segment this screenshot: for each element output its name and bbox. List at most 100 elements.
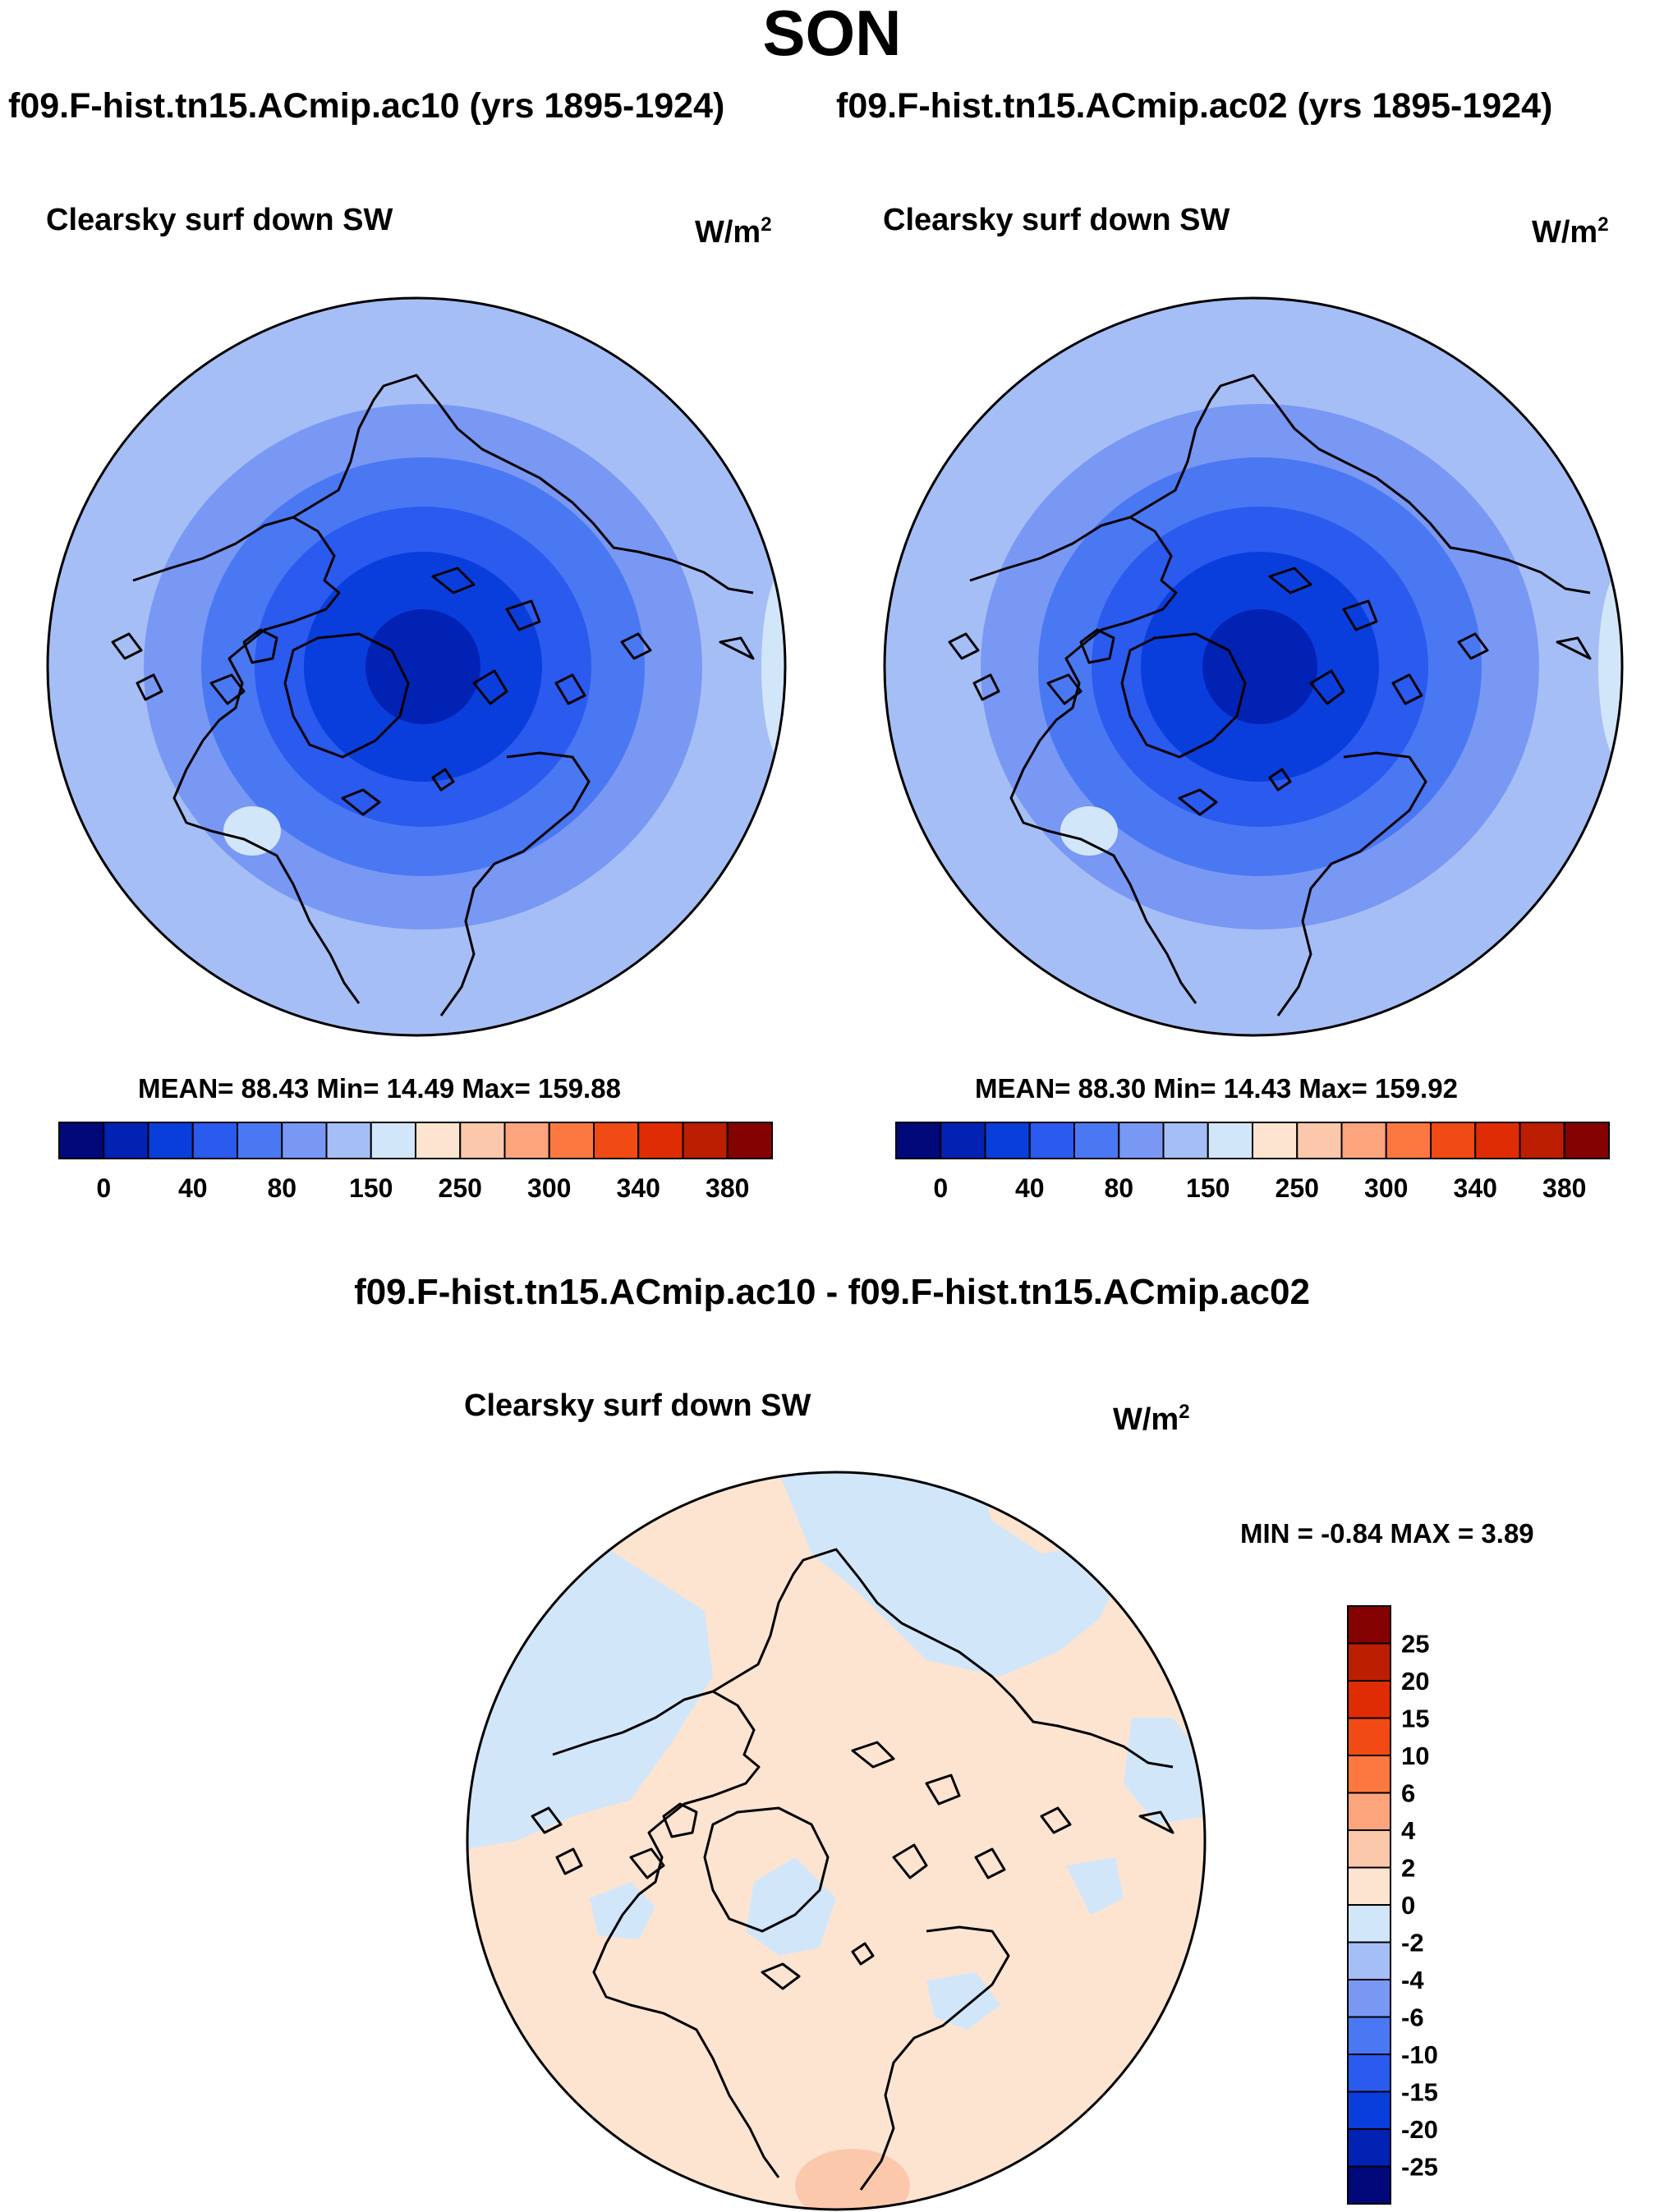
diff-coastline-11 <box>974 1847 1006 1879</box>
right-coastline-10 <box>972 673 1000 701</box>
right-colorbar-box-1 <box>940 1122 986 1159</box>
left-colorbar-box-11 <box>548 1122 595 1159</box>
left-coastline-11 <box>554 673 586 705</box>
left-coastline-13 <box>431 768 455 792</box>
diff-colorbar-box-14 <box>1347 2128 1391 2168</box>
diff-coastline-6 <box>851 1741 895 1769</box>
right-coastline-12 <box>1178 788 1218 816</box>
diff-colorbar-tick-label: 25 <box>1401 1630 1429 1659</box>
right-coastline-11 <box>1391 673 1423 705</box>
diff-coastline-4 <box>662 1802 698 1838</box>
left-map-border <box>46 296 787 1037</box>
left-coastline-4 <box>242 628 278 664</box>
right-colorbar-box-14 <box>1519 1122 1565 1159</box>
left-colorbar-box-9 <box>459 1122 506 1159</box>
diff-colorbar-box-1 <box>1347 1642 1391 1682</box>
diff-negative-region-6 <box>1066 1857 1124 1915</box>
right-colorbar-box-3 <box>1028 1122 1075 1159</box>
diff-panel-units: W/m2 <box>1113 1401 1190 1437</box>
diff-coastline-13 <box>851 1942 875 1966</box>
diff-colorbar-box-0 <box>1347 1605 1391 1645</box>
right-colorbar-box-5 <box>1118 1122 1165 1159</box>
diff-coastline-7 <box>892 1843 928 1879</box>
right-coastline-6 <box>1268 567 1312 594</box>
right-coastline-1 <box>1129 374 1591 594</box>
main-title: SON <box>762 0 902 69</box>
right-coastline-13 <box>1268 768 1292 792</box>
right-coastline-5 <box>1046 673 1083 705</box>
diff-colorbar-tick-label: 20 <box>1401 1667 1429 1696</box>
right-band-20-40 <box>1202 609 1317 724</box>
diff-colorbar-box-12 <box>1347 2054 1391 2093</box>
left-colorbar-tick-label: 80 <box>267 1173 296 1203</box>
left-colorbar-box-6 <box>325 1122 372 1159</box>
left-colorbar-tick-label: 250 <box>439 1173 482 1203</box>
right-coastline-4 <box>1079 628 1115 664</box>
right-coastline-3 <box>1120 632 1247 759</box>
diff-colorbar-tick-label: 6 <box>1401 1779 1415 1808</box>
diff-colorbar-tick-label: 4 <box>1401 1816 1416 1845</box>
diff-colorbar-tick-label: 0 <box>1401 1891 1415 1920</box>
right-band-200-250 <box>1598 568 1622 765</box>
diff-negative-region-3 <box>746 1857 836 1956</box>
left-band-20-40 <box>365 609 480 724</box>
left-colorbar-tick-label: 380 <box>706 1173 749 1203</box>
left-coastline-0 <box>132 516 361 1004</box>
diff-negative-region-5 <box>590 1882 655 1939</box>
right-coastline-2 <box>1276 751 1427 1017</box>
left-coastline-14 <box>620 632 652 660</box>
diff-coastline-0 <box>552 1690 780 2178</box>
left-band-200-250 <box>761 568 785 765</box>
right-band-light-blob <box>1060 806 1118 856</box>
diff-coastline-12 <box>761 1962 801 1990</box>
difference-title: f09.F-hist.tn15.ACmip.ac10 - f09.F-hist.… <box>354 1272 1310 1312</box>
right-coastline-0 <box>969 516 1197 1004</box>
diff-colorbar-box-2 <box>1347 1680 1391 1719</box>
diff-coastline-14 <box>1040 1806 1072 1834</box>
right-colorbar-box-13 <box>1474 1122 1521 1159</box>
left-contour-fill <box>48 298 785 1035</box>
left-band-light-blob <box>223 806 281 856</box>
left-colorbar-box-0 <box>58 1122 105 1159</box>
left-colorbar-box-13 <box>637 1122 684 1159</box>
diff-coastline-15 <box>1138 1810 1174 1834</box>
left-coastline-2 <box>439 751 591 1017</box>
right-coastline-14 <box>1457 632 1489 660</box>
right-colorbar-tick-label: 380 <box>1542 1173 1586 1203</box>
diff-coastline-1 <box>712 1548 1174 1769</box>
right-colorbar-tick-label: 340 <box>1454 1173 1497 1203</box>
left-panel-title: Clearsky surf down SW <box>46 203 393 237</box>
diff-colorbar-box-8 <box>1347 1904 1391 1944</box>
diff-negative-region-1 <box>779 1472 1124 1677</box>
diff-coastline-9 <box>531 1806 563 1834</box>
left-colorbar-box-10 <box>503 1122 550 1159</box>
left-stats: MEAN= 88.43 Min= 14.49 Max= 159.88 <box>138 1073 621 1104</box>
diff-negative-region-4 <box>926 1972 1000 2030</box>
diff-contour-fill <box>467 1472 1205 2210</box>
right-colorbar-box-12 <box>1430 1122 1477 1159</box>
right-polar-map <box>883 296 1624 1037</box>
diff-colorbar-tick-label: -4 <box>1401 1966 1424 1994</box>
diff-colorbar-tick-label: -20 <box>1401 2115 1438 2144</box>
left-coastline-12 <box>341 788 381 816</box>
diff-colorbar-box-15 <box>1347 2165 1391 2205</box>
right-colorbar-tick-label: 250 <box>1276 1173 1319 1203</box>
right-stats: MEAN= 88.30 Min= 14.43 Max= 159.92 <box>975 1073 1458 1104</box>
diff-colorbar-box-10 <box>1347 1979 1391 2018</box>
left-colorbar-box-1 <box>103 1122 149 1159</box>
diff-coastline-10 <box>555 1847 583 1875</box>
case-name-left: f09.F-hist.tn15.ACmip.ac10 (yrs 1895-192… <box>8 86 725 126</box>
right-colorbar-box-9 <box>1296 1122 1343 1159</box>
diff-colorbar-tick-label: -10 <box>1401 2040 1438 2069</box>
right-colorbar: 0 40 80 150 250 300 340 380 <box>895 1122 1610 1203</box>
right-colorbar-box-11 <box>1385 1122 1432 1159</box>
left-coastline-15 <box>719 636 755 660</box>
right-colorbar-box-8 <box>1252 1122 1299 1159</box>
right-colorbar-tick-label: 300 <box>1364 1173 1408 1203</box>
right-colorbar-box-15 <box>1563 1122 1610 1159</box>
diff-coastline-2 <box>859 1925 1010 2191</box>
right-colorbar-box-6 <box>1162 1122 1209 1159</box>
right-contour-fill <box>885 298 1622 1035</box>
right-coastline-7 <box>1309 669 1345 705</box>
